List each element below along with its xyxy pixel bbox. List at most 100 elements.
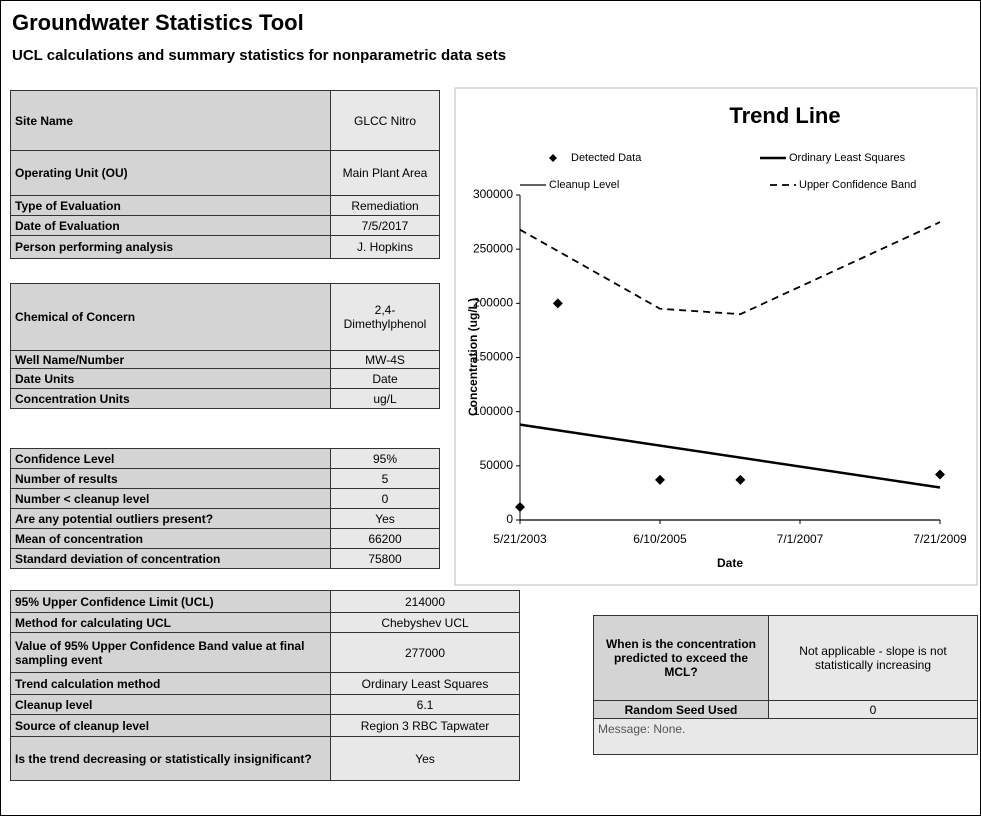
label-cell-text: Is the trend decreasing or statistically…: [15, 751, 312, 766]
label-cell: Method for calculating UCL: [10, 612, 331, 633]
value-cell: 277000: [330, 632, 520, 673]
message-cell: Message: None.: [593, 718, 978, 755]
value-cell-text: J. Hopkins: [356, 240, 414, 254]
value-cell-text: 75800: [368, 551, 402, 566]
label-cell-text: Are any potential outliers present?: [15, 511, 214, 526]
value-cell-text: Not applicable - slope is not statistica…: [799, 644, 947, 672]
value-cell-text: ug/L: [373, 391, 397, 406]
value-cell-text: 0: [869, 702, 877, 717]
legend-marker: [549, 154, 557, 162]
value-cell: Main Plant Area: [330, 150, 440, 196]
label-cell-text: Date Units: [15, 371, 75, 386]
label-cell: Is the trend decreasing or statistically…: [10, 736, 331, 781]
label-cell: Chemical of Concern: [10, 283, 331, 351]
value-cell: Region 3 RBC Tapwater: [330, 714, 520, 737]
label-cell-text: Confidence Level: [15, 451, 115, 466]
value-cell-text: 2,4-Dimethylphenol: [343, 303, 427, 331]
label-cell-text: Mean of concentration: [15, 531, 144, 546]
value-cell: MW-4S: [330, 350, 440, 369]
label-cell: Standard deviation of concentration: [10, 548, 331, 569]
value-cell: Not applicable - slope is not statistica…: [768, 615, 978, 701]
value-cell-text: GLCC Nitro: [353, 113, 416, 128]
y-tick-label: 250000: [473, 241, 513, 255]
value-cell: J. Hopkins: [330, 235, 440, 259]
value-cell-text: Date: [372, 371, 398, 386]
label-cell-text: 95% Upper Confidence Limit (UCL): [15, 594, 214, 609]
label-cell-text: Source of cleanup level: [15, 718, 150, 733]
value-cell-text: 214000: [404, 594, 446, 609]
value-cell-text: 277000: [404, 645, 446, 660]
label-cell-text: Chemical of Concern: [15, 310, 136, 324]
label-cell: Value of 95% Upper Confidence Band value…: [10, 632, 331, 673]
label-cell: Confidence Level: [10, 448, 331, 469]
y-tick-label: 150000: [473, 350, 513, 364]
value-cell-text: Yes: [375, 511, 395, 526]
label-cell-text: Trend calculation method: [15, 676, 161, 691]
label-cell: When is the concentration predicted to e…: [593, 615, 769, 701]
data-point: [655, 474, 665, 485]
value-cell-text: Main Plant Area: [342, 166, 428, 180]
value-cell-text: 5: [381, 471, 389, 486]
chart-title: Trend Line: [729, 103, 840, 128]
label-cell: Cleanup level: [10, 694, 331, 715]
label-cell: Mean of concentration: [10, 528, 331, 549]
legend-label: Upper Confidence Band: [799, 179, 916, 191]
label-cell-text: Person performing analysis: [15, 240, 174, 254]
label-cell: 95% Upper Confidence Limit (UCL): [10, 590, 331, 613]
label-cell: Trend calculation method: [10, 672, 331, 695]
y-tick-label: 0: [506, 512, 513, 526]
label-cell-text: Value of 95% Upper Confidence Band value…: [15, 638, 305, 667]
data-point: [735, 474, 746, 485]
value-cell: Remediation: [330, 195, 440, 216]
value-cell-text: Chebyshev UCL: [381, 615, 469, 630]
label-cell: Site Name: [10, 90, 331, 151]
value-cell-text: Yes: [415, 751, 435, 766]
value-cell-text: 0: [381, 491, 389, 506]
title: Groundwater Statistics Tool: [12, 10, 304, 35]
label-cell: Source of cleanup level: [10, 714, 331, 737]
label-cell-text: Standard deviation of concentration: [15, 551, 221, 566]
label-cell-text: Random Seed Used: [624, 702, 738, 717]
message-cell-text: Message: None.: [598, 722, 686, 736]
value-cell: 95%: [330, 448, 440, 469]
y-tick-label: 200000: [473, 296, 513, 310]
value-cell: 6.1: [330, 694, 520, 715]
y-tick-label: 100000: [473, 404, 513, 418]
label-cell: Well Name/Number: [10, 350, 331, 369]
label-cell-text: Well Name/Number: [15, 352, 125, 367]
value-cell: 214000: [330, 590, 520, 613]
value-cell-text: 6.1: [416, 697, 434, 712]
label-cell: Number < cleanup level: [10, 488, 331, 509]
label-cell-text: Cleanup level: [15, 697, 93, 712]
x-axis-label: Date: [717, 556, 743, 570]
label-cell: Random Seed Used: [593, 700, 769, 719]
value-cell: 66200: [330, 528, 440, 549]
series-line: [519, 423, 941, 489]
value-cell: Yes: [330, 736, 520, 781]
y-tick-label: 300000: [473, 187, 513, 201]
value-cell-text: Region 3 RBC Tapwater: [360, 718, 490, 733]
value-cell: 7/5/2017: [330, 215, 440, 236]
value-cell-text: MW-4S: [365, 352, 405, 367]
value-cell-text: 95%: [372, 451, 398, 466]
label-cell-text: Date of Evaluation: [15, 218, 120, 233]
value-cell: ug/L: [330, 388, 440, 409]
label-cell-text: When is the concentration predicted to e…: [605, 637, 756, 679]
x-tick-label: 7/1/2007: [777, 532, 824, 546]
x-tick-label: 5/21/2003: [493, 532, 547, 546]
legend-label: Ordinary Least Squares: [789, 152, 906, 164]
data-point: [935, 469, 945, 480]
value-cell-text: Ordinary Least Squares: [361, 676, 489, 691]
subtitle: UCL calculations and summary statistics …: [12, 47, 507, 64]
data-point: [515, 502, 525, 512]
y-axis-label: Concentration (ug/L): [466, 298, 480, 416]
label-cell-text: Number of results: [15, 471, 118, 486]
value-cell-text: 7/5/2017: [361, 218, 409, 233]
label-cell: Number of results: [10, 468, 331, 489]
label-cell: Type of Evaluation: [10, 195, 331, 216]
label-cell-text: Number < cleanup level: [15, 491, 150, 506]
value-cell: Chebyshev UCL: [330, 612, 520, 633]
label-cell: Operating Unit (OU): [10, 150, 331, 196]
